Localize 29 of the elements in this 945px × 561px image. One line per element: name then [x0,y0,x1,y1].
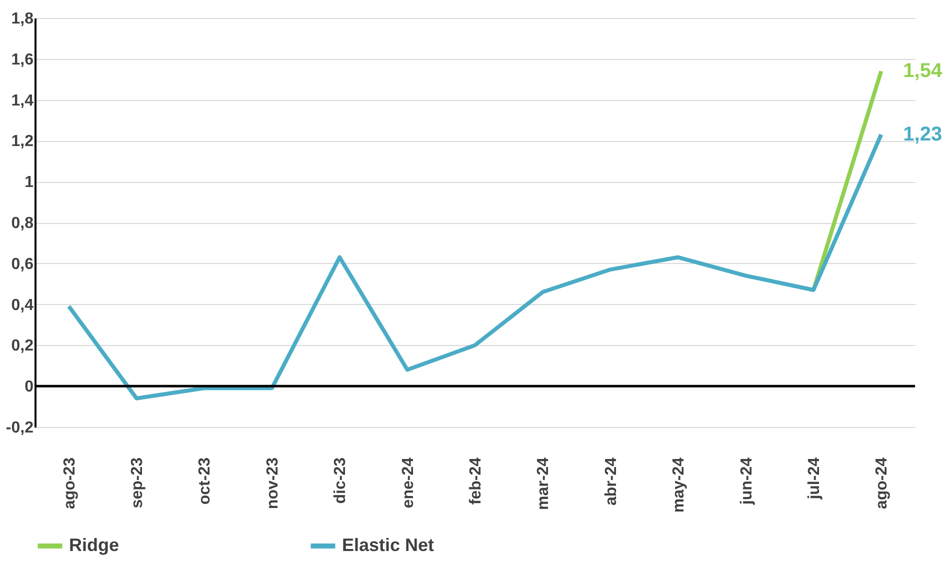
x-tick-label: oct-23 [196,457,214,505]
x-tick-label: dic-23 [332,457,350,504]
y-tick-label: 0 [24,378,34,396]
y-tick-label: 1 [24,174,34,192]
x-tick-label: sep-23 [129,457,146,508]
y-tick-label: 0,8 [11,215,34,232]
data-label: 1,54 [903,60,943,82]
x-tick-label: jun-24 [738,457,756,506]
x-tick-label: abr-24 [602,457,620,506]
y-tick-label: 1,6 [11,51,34,68]
legend-label: Ridge [69,535,120,555]
line-series [66,132,884,400]
y-tick-label: 0,2 [11,338,34,355]
x-tick-label: ago-23 [61,457,78,510]
data-label: 1,23 [903,124,942,146]
y-tick-label: 0,4 [11,296,34,314]
y-tick-label: 1,8 [11,10,34,28]
x-tick-label: may-24 [670,457,688,513]
x-tick-label: ene-24 [400,457,417,508]
y-tick-label: 1,4 [11,92,34,110]
x-tick-label: ago-24 [874,457,891,510]
x-tick-label: feb-24 [468,457,484,505]
x-tick-label: jul-24 [806,457,823,500]
x-tick-label: nov-23 [264,457,282,510]
y-tick-label: 0,6 [11,256,34,273]
y-tick-label: -0,2 [6,420,34,436]
y-tick-label: 1,2 [11,133,34,150]
legend-label: Elastic Net [342,535,434,555]
x-tick-label: mar-24 [535,457,552,510]
